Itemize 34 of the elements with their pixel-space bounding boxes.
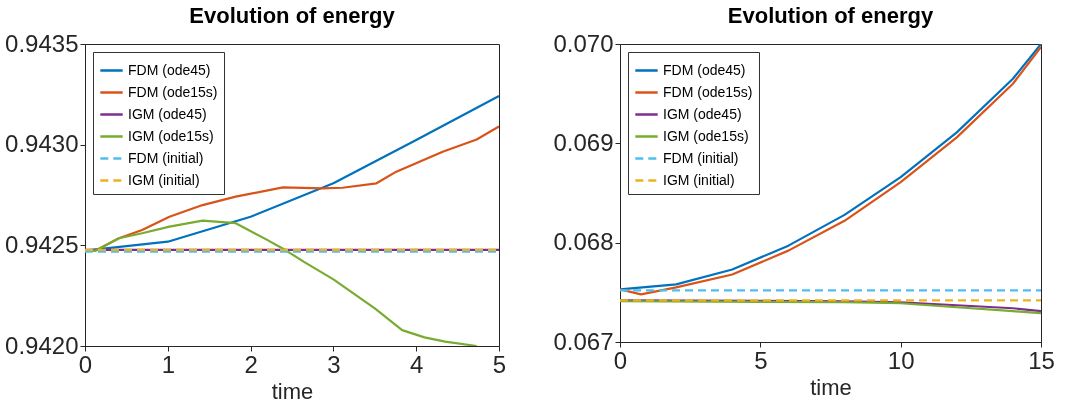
x-tick-label: 3 (327, 350, 341, 378)
x-tick-label: 5 (492, 350, 507, 378)
x-axis-title: time (271, 378, 314, 404)
chart-title: Evolution of energy (189, 3, 396, 28)
legend-label: IGM (ode15s) (663, 127, 749, 144)
x-tick-label: 10 (887, 346, 915, 374)
legend-label: FDM (ode15s) (128, 83, 218, 100)
legend-label: IGM (initial) (663, 171, 735, 188)
y-tick-label: 0.070 (553, 29, 614, 57)
y-tick-label: 0.9425 (5, 230, 79, 258)
legend-label: IGM (ode15s) (128, 127, 214, 144)
y-tick-label: 0.9430 (5, 130, 79, 158)
x-tick-label: 0 (78, 350, 93, 378)
y-tick-label: 0.9420 (5, 331, 79, 359)
legend-label: IGM (ode45) (663, 105, 742, 122)
x-tick-label: 2 (244, 350, 258, 378)
legend-label: IGM (initial) (128, 171, 200, 188)
legend-label: FDM (ode45) (128, 61, 211, 78)
legend-label: FDM (initial) (128, 149, 204, 166)
x-tick-label: 1 (161, 350, 175, 378)
chart-title: Evolution of energy (727, 3, 934, 28)
x-tick-label: 4 (410, 350, 424, 378)
legend-label: FDM (ode15s) (663, 83, 753, 100)
legend-label: FDM (ode45) (663, 61, 746, 78)
y-tick-label: 0.069 (553, 128, 614, 156)
x-tick-label: 5 (754, 346, 768, 374)
y-tick-label: 0.9435 (5, 29, 79, 57)
y-tick-label: 0.067 (553, 327, 614, 355)
x-tick-label: 15 (1028, 346, 1055, 374)
x-axis-title: time (810, 374, 852, 400)
y-tick-label: 0.068 (553, 228, 614, 256)
legend-label: IGM (ode45) (128, 105, 207, 122)
legend-label: FDM (initial) (663, 149, 739, 166)
x-tick-label: 0 (613, 346, 628, 374)
